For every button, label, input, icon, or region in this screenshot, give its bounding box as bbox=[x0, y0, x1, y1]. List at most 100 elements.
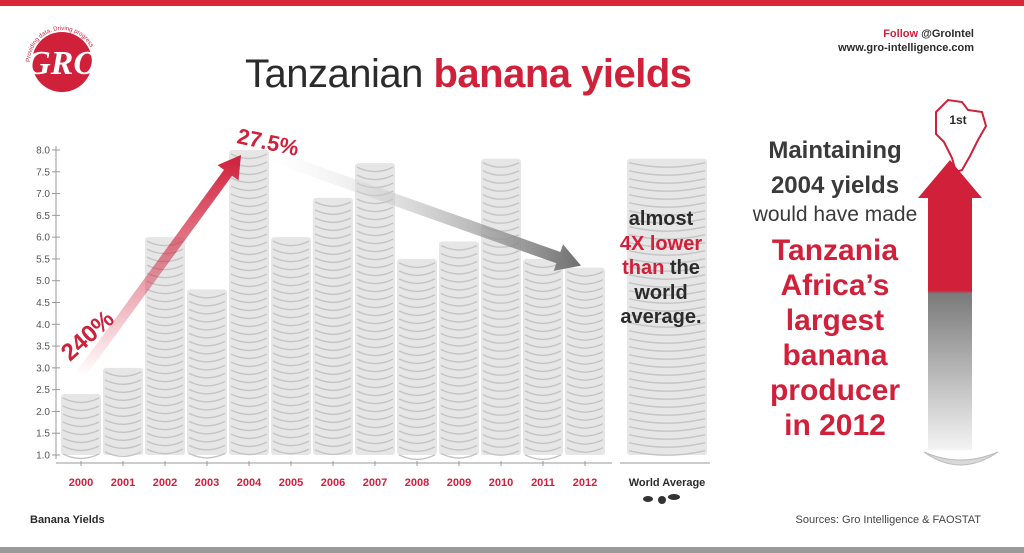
bar-2002-banana bbox=[146, 408, 184, 415]
bar-2007-banana bbox=[356, 230, 394, 237]
bar-2010-banana bbox=[482, 258, 520, 264]
world-average-bar-banana bbox=[628, 346, 706, 352]
right-line9: in 2012 bbox=[784, 409, 886, 442]
bar-2011-banana bbox=[524, 350, 562, 357]
bar-2010-banana bbox=[482, 442, 520, 448]
bar-2008-banana bbox=[398, 374, 436, 381]
bar-2008-banana bbox=[398, 406, 436, 413]
bar-2011-body bbox=[523, 258, 563, 455]
bar-2009-banana bbox=[440, 428, 478, 435]
bar-2011-banana bbox=[524, 294, 562, 301]
bar-2004-banana bbox=[230, 265, 268, 272]
bar-2012-banana bbox=[566, 311, 604, 317]
bar-2007-banana bbox=[356, 262, 394, 269]
x-tick-label: 2000 bbox=[69, 477, 93, 489]
bar-2009-banana bbox=[440, 332, 478, 339]
bar-2004-banana bbox=[230, 177, 268, 184]
page-title: Tanzanian banana yields bbox=[245, 52, 692, 97]
bar-2006-banana bbox=[314, 249, 352, 256]
follow-handle[interactable]: @GroIntel bbox=[921, 28, 974, 40]
world-average-bar-banana bbox=[628, 370, 706, 376]
bar-2010-banana bbox=[482, 202, 520, 208]
bar-2008-banana bbox=[398, 262, 436, 269]
bar-2006-banana bbox=[314, 409, 352, 416]
bar-2012-banana bbox=[566, 279, 604, 285]
bar-2002-banana bbox=[146, 328, 184, 335]
world-average-bar-banana bbox=[628, 338, 706, 344]
bar-2006-banana bbox=[314, 201, 352, 208]
bar-2004-banana bbox=[230, 193, 268, 200]
bar-2012-banana bbox=[566, 327, 604, 333]
bar-2007-banana bbox=[356, 318, 394, 325]
world-average-bar-banana bbox=[628, 410, 706, 416]
bar-2012-banana bbox=[566, 319, 604, 325]
bar-2002-banana bbox=[146, 392, 184, 399]
africa-rank-arrow: 1st bbox=[918, 98, 999, 466]
bar-2006-banana bbox=[314, 241, 352, 248]
bar-2009-banana bbox=[440, 300, 478, 307]
website-link[interactable]: www.gro-intelligence.com bbox=[838, 42, 974, 54]
bar-2006-banana bbox=[314, 217, 352, 224]
bar-2007-body bbox=[355, 163, 395, 456]
world-average-bar-banana bbox=[628, 194, 706, 200]
y-tick-label: 5.0 bbox=[36, 276, 50, 287]
bar-2007-banana bbox=[356, 166, 394, 173]
bar-2010-banana bbox=[482, 298, 520, 304]
bar-2008-banana bbox=[398, 342, 436, 349]
bar-2004-banana bbox=[230, 281, 268, 288]
world-average-bar-banana bbox=[628, 234, 706, 240]
bar-2007-banana bbox=[356, 326, 394, 333]
follow-label: Follow bbox=[883, 28, 919, 40]
bar-2002-banana bbox=[146, 336, 184, 343]
bar-2001-banana bbox=[104, 411, 142, 418]
world-map-americas bbox=[643, 496, 653, 502]
bar-2012-banana bbox=[566, 335, 604, 341]
world-average-bar-banana bbox=[628, 258, 706, 264]
bar-2010-banana bbox=[482, 346, 520, 352]
bar-2001-banana bbox=[104, 387, 142, 394]
world-average-bar-banana bbox=[628, 362, 706, 368]
world-average-bar-banana bbox=[628, 186, 706, 192]
bar-2001-body bbox=[103, 367, 143, 455]
bar-2004-banana bbox=[230, 217, 268, 224]
right-line4: Tanzania bbox=[771, 234, 899, 267]
bar-2007-banana bbox=[356, 358, 394, 365]
bar-2002-banana bbox=[146, 360, 184, 367]
x-tick-label: 2012 bbox=[573, 477, 597, 489]
bar-2007-banana bbox=[356, 430, 394, 437]
y-tick-label: 6.5 bbox=[36, 211, 50, 222]
bar-2007-banana bbox=[356, 438, 394, 445]
bar-2011-banana bbox=[524, 270, 562, 277]
bar-2004-banana bbox=[230, 289, 268, 296]
bar-2002-banana bbox=[146, 264, 184, 271]
bar-2004-banana bbox=[230, 297, 268, 304]
bar-2012-banana bbox=[566, 375, 604, 381]
bar-2009-banana bbox=[440, 436, 478, 443]
bar-2012-banana bbox=[566, 343, 604, 349]
bar-2005-banana bbox=[272, 272, 310, 279]
y-tick-label: 3.5 bbox=[36, 342, 50, 353]
world-average-bar-banana bbox=[628, 178, 706, 184]
note-line3: than bbox=[622, 257, 665, 279]
bar-2006-banana bbox=[314, 305, 352, 312]
bar-2006-banana bbox=[314, 329, 352, 336]
right-heading: Maintaining 2004 yields bbox=[730, 133, 940, 203]
bar-2005-banana bbox=[272, 328, 310, 335]
world-average-bar-banana bbox=[628, 226, 706, 232]
world-average-bar-banana bbox=[628, 210, 706, 216]
footer-chart-label: Banana Yields bbox=[30, 514, 105, 526]
bar-2007-banana bbox=[356, 206, 394, 213]
world-average-bar-banana bbox=[628, 274, 706, 280]
bar-2010-body bbox=[481, 158, 521, 455]
y-tick-label: 1.5 bbox=[36, 429, 50, 440]
bar-2009-banana bbox=[440, 452, 478, 459]
world-map-africa bbox=[658, 496, 666, 504]
bar-2007-banana bbox=[356, 382, 394, 389]
bar-2003-banana bbox=[188, 420, 226, 427]
rank-label: 1st bbox=[949, 113, 966, 127]
bar-2003-banana bbox=[188, 404, 226, 411]
bar-2006-banana bbox=[314, 289, 352, 296]
bar-2010-banana bbox=[482, 314, 520, 320]
world-average-bar-banana bbox=[628, 298, 706, 304]
world-average-bar-banana bbox=[628, 322, 706, 328]
